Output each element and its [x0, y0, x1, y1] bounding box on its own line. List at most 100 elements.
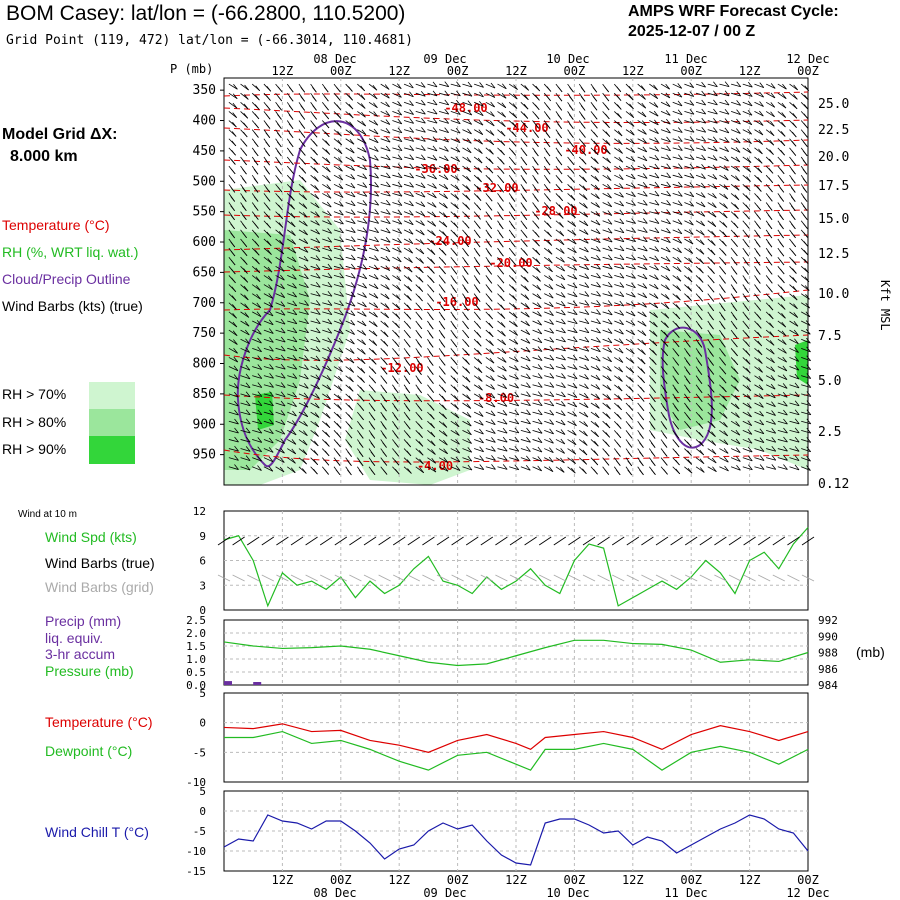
- wind-barb-flag: [771, 455, 777, 461]
- wind-barb: [252, 366, 262, 370]
- wind-barb-flag: [233, 347, 238, 354]
- wind-barb-flag: [781, 121, 786, 128]
- wind-barb-flag: [790, 196, 796, 202]
- wind-barb-flag: [746, 176, 751, 182]
- wind-barb: [520, 357, 531, 362]
- wind-barb-flag: [499, 268, 505, 275]
- wind-barb: [438, 457, 449, 463]
- wind-barb-flag: [793, 312, 799, 318]
- wind-barb: [310, 202, 320, 209]
- wind-barb: [403, 147, 414, 151]
- temperature-contour: [223, 334, 809, 361]
- wind-barb-flag: [395, 313, 401, 319]
- wind-barb-flag: [417, 305, 423, 311]
- wind-barb-flag: [385, 145, 391, 152]
- wind-barb: [520, 448, 531, 452]
- wind-barb-flag: [781, 313, 786, 319]
- wind-barb-flag: [314, 402, 320, 409]
- wind-barb-flag: [231, 286, 237, 292]
- wind-barb: [707, 220, 717, 227]
- precip-label: Precip (mm): [45, 613, 122, 629]
- wind-barb: [450, 466, 461, 471]
- wind-barb: [392, 147, 403, 151]
- wind-barb-flag: [456, 81, 461, 87]
- wind-barb-flag: [783, 436, 788, 443]
- wind-barb: [252, 347, 262, 353]
- wind-barb-flag: [290, 212, 296, 219]
- wind-barb: [754, 120, 764, 126]
- wind-barb: [368, 92, 378, 100]
- surface-wind-barb: [407, 536, 421, 546]
- wind-barb: [602, 193, 612, 199]
- wind-barb-flag: [769, 139, 775, 146]
- wind-barb-flag: [736, 118, 741, 125]
- wind-barb-flag: [302, 194, 307, 201]
- wind-barb: [368, 156, 379, 161]
- wind-barb: [322, 211, 332, 217]
- wind-barb-flag: [618, 357, 624, 363]
- wind-barb-flag: [466, 166, 472, 173]
- wind-barb-flag: [324, 131, 330, 138]
- wind-barb-flag: [312, 96, 317, 102]
- wind-barb-flag: [650, 442, 656, 448]
- wind-barb-flag: [323, 86, 329, 93]
- wind-barb: [427, 202, 437, 208]
- wind-barb: [298, 302, 309, 306]
- precip-bar: [253, 682, 262, 685]
- wind-barb: [637, 202, 648, 206]
- wind-barb-flag: [511, 250, 516, 257]
- wind-barb-flag: [595, 374, 601, 381]
- wind-barb-flag: [466, 403, 472, 409]
- wind-barb-flag: [701, 90, 706, 97]
- wind-barb: [392, 238, 402, 244]
- wind-barb-flag: [653, 93, 659, 99]
- wind-barb-flag: [479, 446, 484, 452]
- wind-barb-flag: [698, 405, 703, 411]
- wind-barb-flag: [466, 411, 472, 418]
- wind-barb-flag: [315, 220, 320, 226]
- wind-barb-flag: [642, 292, 648, 299]
- wind-barb-flag: [711, 448, 717, 455]
- wind-barb: [544, 275, 554, 281]
- wind-barb: [508, 329, 518, 336]
- wind-barb-flag: [663, 341, 669, 347]
- wind-barb-flag: [783, 427, 788, 434]
- wind-barb-flag: [662, 378, 668, 384]
- wind-barb-flag: [747, 455, 753, 462]
- wind-barb: [765, 393, 776, 399]
- wind-barb: [579, 220, 589, 227]
- wind-barb-flag: [347, 423, 353, 430]
- wind-barb: [602, 284, 613, 288]
- wind-barb-flag: [361, 120, 367, 127]
- wind-barb-flag: [606, 175, 612, 181]
- wind-barb-flag: [326, 403, 331, 410]
- wind-barb: [322, 329, 332, 334]
- wind-barb-flag: [686, 332, 691, 339]
- wind-barb-flag: [770, 111, 775, 118]
- wind-barb-flag: [524, 294, 530, 300]
- wind-barb-flag: [782, 365, 788, 372]
- wind-barb: [263, 429, 274, 434]
- wind-barb-flag: [803, 132, 808, 138]
- wind-barb: [427, 457, 436, 464]
- wind-barb-flag: [339, 245, 344, 252]
- wind-barb: [614, 256, 625, 261]
- wind-barb-flag: [464, 314, 469, 321]
- wind-barb: [508, 83, 518, 90]
- wind-barb-flag: [327, 254, 333, 261]
- wind-barb-flag: [619, 218, 625, 225]
- wind-barb-flag: [326, 384, 332, 391]
- surface-wind-barb: [801, 536, 815, 546]
- wind-barb: [322, 302, 333, 306]
- wind-barb: [602, 247, 613, 252]
- wind-barb-flag: [534, 132, 539, 138]
- wind-barb-flag: [723, 174, 729, 181]
- wind-barb-flag: [475, 278, 481, 284]
- wind-barb: [322, 265, 333, 270]
- wind-barb-flag: [300, 96, 305, 102]
- wind-barb-flag: [455, 447, 461, 454]
- wind-barb: [789, 420, 800, 425]
- wind-barb-flag: [794, 400, 800, 406]
- wind-barb-flag: [560, 265, 566, 272]
- wind-barb-flag: [442, 431, 448, 437]
